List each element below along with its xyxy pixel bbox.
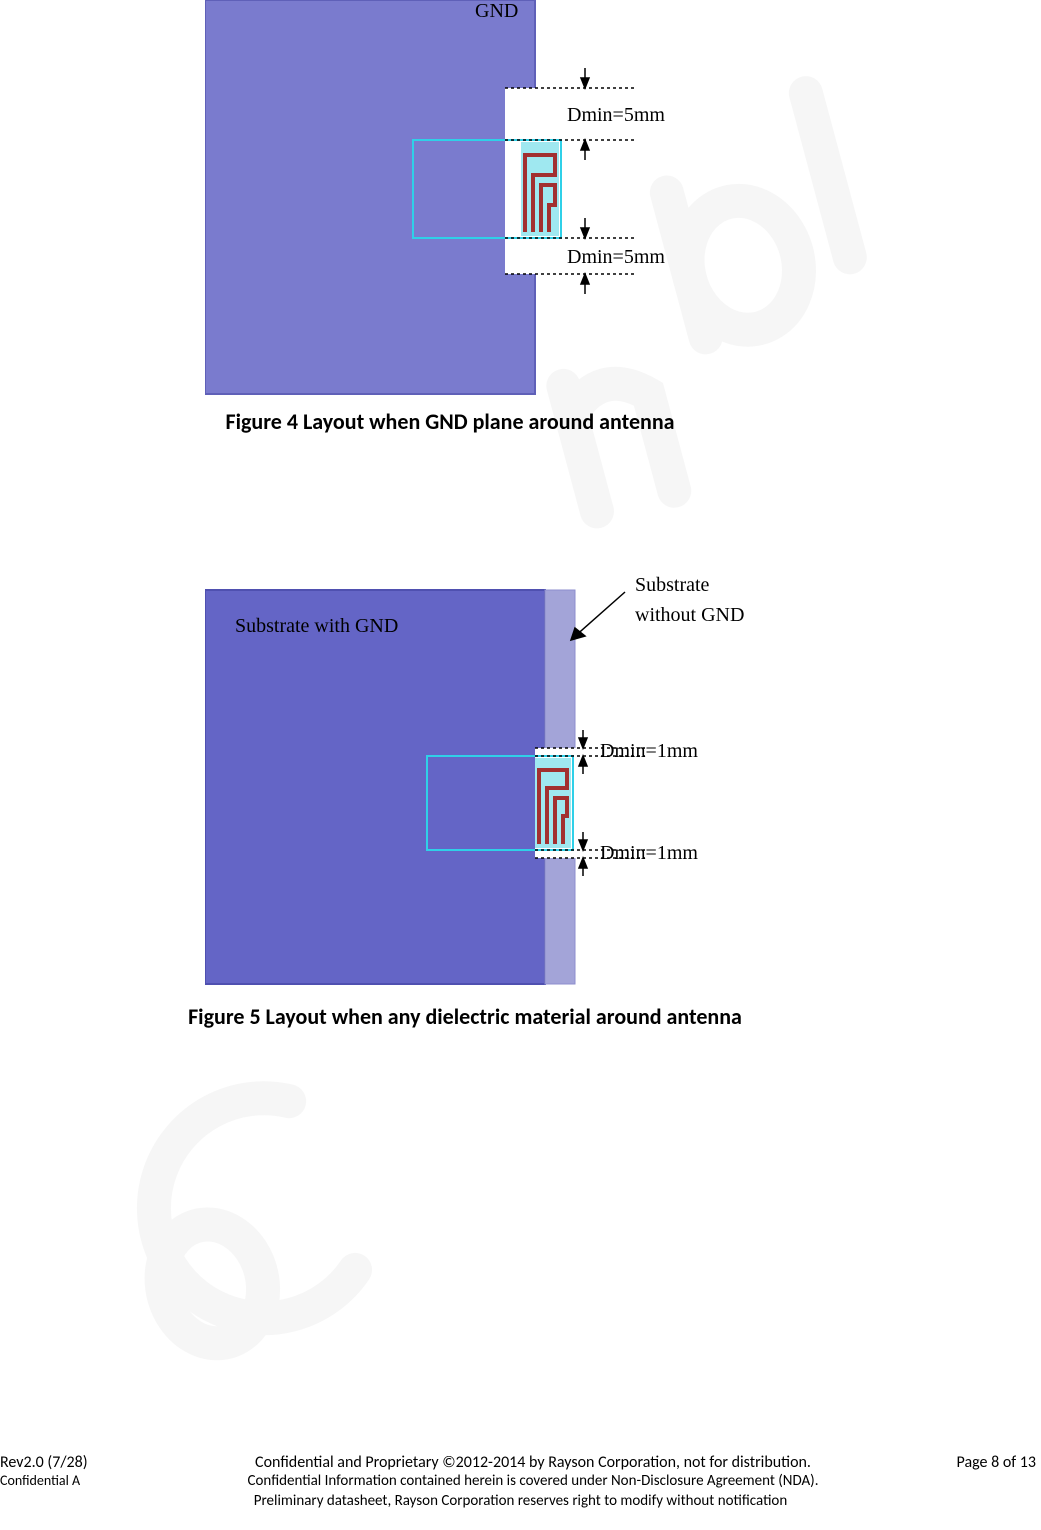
footer-conf-a: Confidential A <box>0 1472 160 1490</box>
fig5-sub-without-gnd: Substrate without GND <box>635 570 775 630</box>
figure5-block: Substrate with GND Substrate without GND… <box>205 530 805 1000</box>
footer-rev: Rev2.0 (7/28) <box>0 1453 160 1472</box>
figure5-caption: Figure 5 Layout when any dielectric mate… <box>145 1003 785 1030</box>
footer-line1: Confidential and Proprietary ©2012-2014 … <box>160 1453 906 1472</box>
fig5-sub-with-gnd: Substrate with GND <box>235 610 398 642</box>
footer-line2: Confidential Information contained herei… <box>160 1472 906 1490</box>
figure4-block: GND Dmin=5mm Dmin=5mm <box>205 0 725 400</box>
fig5-dmin-bot: Dmin=1mm <box>600 842 698 865</box>
fig5-dmin-top: Dmin=1mm <box>600 740 698 763</box>
fig4-gnd-label: GND <box>475 0 518 23</box>
page: GND Dmin=5mm Dmin=5mm Figure 4 Layout wh… <box>0 0 1041 1530</box>
page-footer: Rev2.0 (7/28) Confidential and Proprieta… <box>0 1453 1041 1510</box>
fig4-dmin-top: Dmin=5mm <box>567 104 665 127</box>
footer-line3: Preliminary datasheet, Rayson Corporatio… <box>0 1492 1041 1510</box>
fig4-dmin-bot: Dmin=5mm <box>567 246 665 269</box>
figure4-caption: Figure 4 Layout when GND plane around an… <box>200 408 700 435</box>
footer-page: Page 8 of 13 <box>906 1453 1036 1472</box>
figure4-diagram <box>205 0 725 400</box>
